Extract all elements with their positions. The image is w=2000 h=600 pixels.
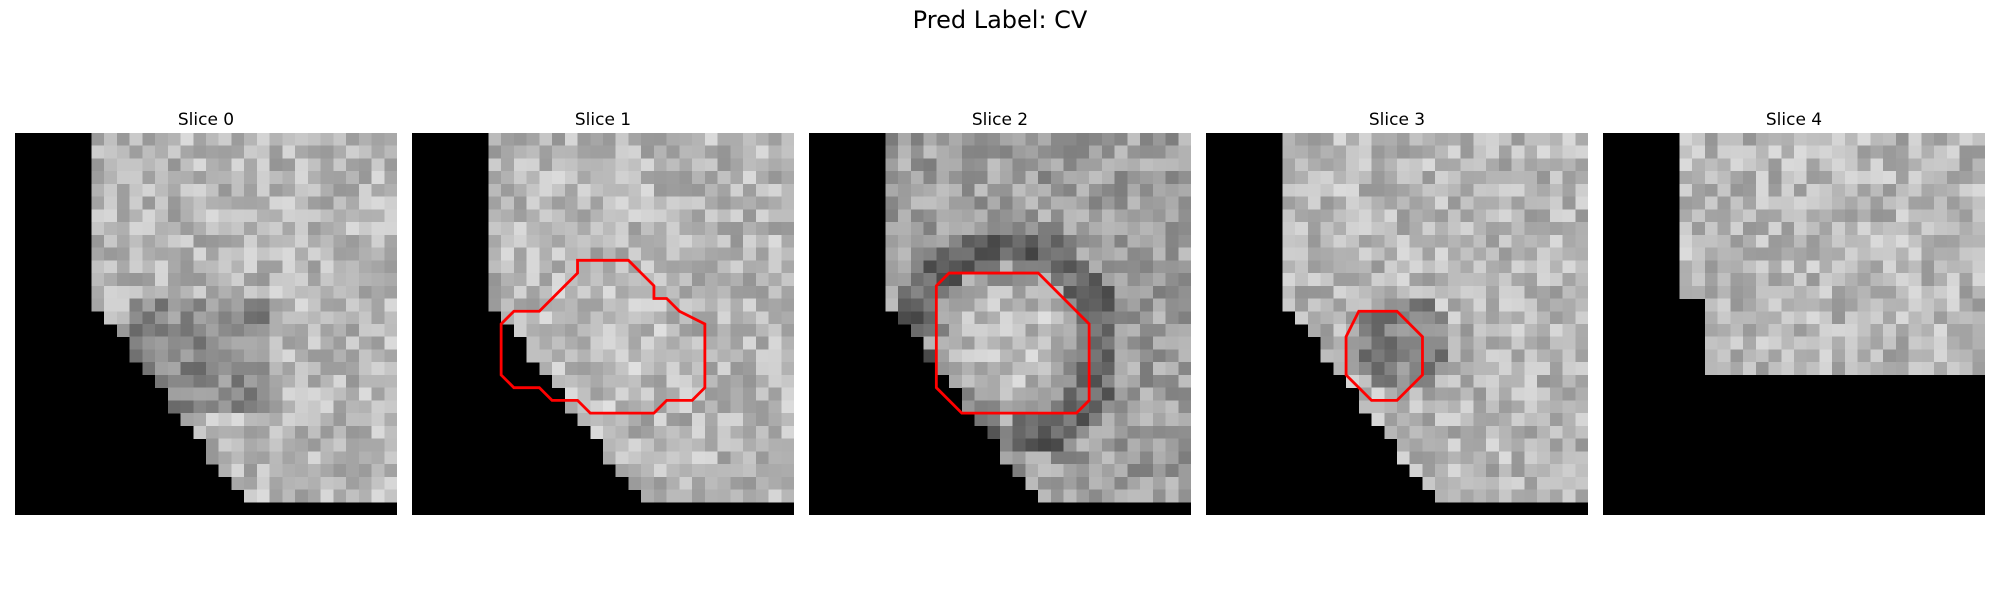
slice-image-1 (412, 133, 794, 515)
lesion-contour (1344, 309, 1424, 402)
slice-title: Slice 0 (177, 110, 235, 130)
slice-title: Slice 3 (1368, 110, 1426, 130)
slice-panel-3: Slice 3 (1206, 108, 1588, 515)
slice-image-4 (1603, 133, 1985, 515)
lesion-contour (934, 271, 1091, 415)
slice-image-0 (15, 133, 397, 515)
slice-title: Slice 1 (574, 110, 632, 130)
slice-image-3 (1206, 133, 1588, 515)
slice-panel-2: Slice 2 (809, 108, 1191, 515)
figure-title: Pred Label: CV (912, 6, 1088, 34)
lesion-contour (499, 258, 707, 415)
slice-panel-0: Slice 0 (15, 108, 397, 515)
slice-panel-4: Slice 4 (1603, 108, 1985, 515)
slice-title: Slice 4 (1765, 110, 1823, 130)
slice-panel-1: Slice 1 (412, 108, 794, 515)
slice-image-2 (809, 133, 1191, 515)
slice-title: Slice 2 (971, 110, 1029, 130)
